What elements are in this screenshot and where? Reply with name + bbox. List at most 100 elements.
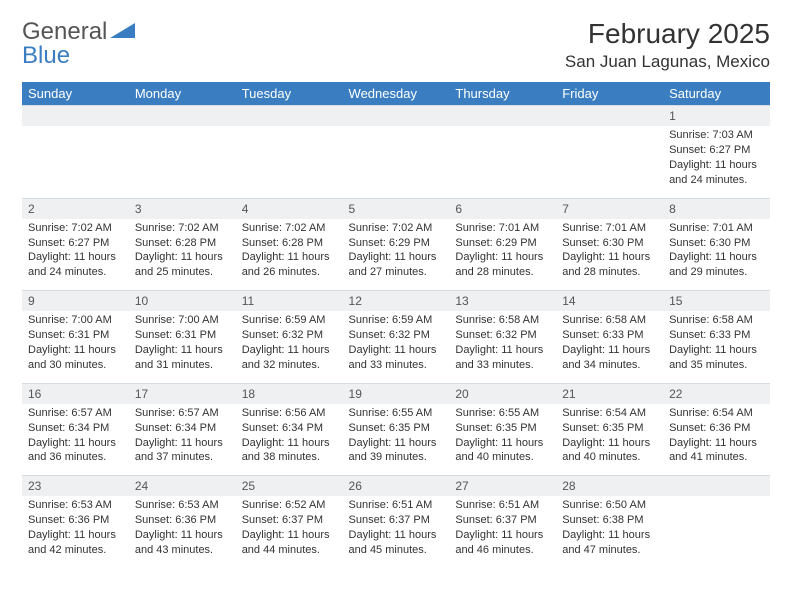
sunrise-line: Sunrise: 7:01 AM xyxy=(669,221,764,236)
day-detail-cell xyxy=(449,126,556,198)
sunrise-line: Sunrise: 7:02 AM xyxy=(349,221,444,236)
daylight-line: Daylight: 11 hours and 40 minutes. xyxy=(455,436,550,466)
daynum-row: 2345678 xyxy=(22,198,770,219)
day-number-cell: 19 xyxy=(343,383,450,404)
sunset-line: Sunset: 6:37 PM xyxy=(349,513,444,528)
sunset-line: Sunset: 6:37 PM xyxy=(242,513,337,528)
day-number-cell: 13 xyxy=(449,291,556,312)
day-detail-cell: Sunrise: 7:02 AMSunset: 6:28 PMDaylight:… xyxy=(236,219,343,291)
daylight-line: Daylight: 11 hours and 24 minutes. xyxy=(28,250,123,280)
day-number-cell: 12 xyxy=(343,291,450,312)
day-detail-cell: Sunrise: 6:56 AMSunset: 6:34 PMDaylight:… xyxy=(236,404,343,476)
sunrise-line: Sunrise: 6:55 AM xyxy=(349,406,444,421)
sunrise-line: Sunrise: 7:00 AM xyxy=(135,313,230,328)
daynum-row: 1 xyxy=(22,106,770,127)
daylight-line: Daylight: 11 hours and 25 minutes. xyxy=(135,250,230,280)
sunset-line: Sunset: 6:34 PM xyxy=(135,421,230,436)
detail-row: Sunrise: 6:57 AMSunset: 6:34 PMDaylight:… xyxy=(22,404,770,476)
day-detail-cell: Sunrise: 6:55 AMSunset: 6:35 PMDaylight:… xyxy=(343,404,450,476)
daynum-row: 232425262728 xyxy=(22,476,770,497)
sunset-line: Sunset: 6:34 PM xyxy=(242,421,337,436)
day-number-cell xyxy=(236,106,343,127)
daylight-line: Daylight: 11 hours and 44 minutes. xyxy=(242,528,337,558)
day-number-cell: 3 xyxy=(129,198,236,219)
day-number-cell: 8 xyxy=(663,198,770,219)
day-number-cell: 25 xyxy=(236,476,343,497)
day-number-cell xyxy=(663,476,770,497)
sunset-line: Sunset: 6:36 PM xyxy=(135,513,230,528)
sunset-line: Sunset: 6:36 PM xyxy=(28,513,123,528)
daylight-line: Daylight: 11 hours and 33 minutes. xyxy=(349,343,444,373)
sunrise-line: Sunrise: 6:54 AM xyxy=(669,406,764,421)
sunrise-line: Sunrise: 6:57 AM xyxy=(135,406,230,421)
day-detail-cell: Sunrise: 6:53 AMSunset: 6:36 PMDaylight:… xyxy=(22,496,129,567)
day-number-cell: 14 xyxy=(556,291,663,312)
day-detail-cell: Sunrise: 6:51 AMSunset: 6:37 PMDaylight:… xyxy=(343,496,450,567)
day-number-cell: 1 xyxy=(663,106,770,127)
sunrise-line: Sunrise: 6:51 AM xyxy=(455,498,550,513)
sunset-line: Sunset: 6:30 PM xyxy=(669,236,764,251)
daylight-line: Daylight: 11 hours and 32 minutes. xyxy=(242,343,337,373)
col-sunday: Sunday xyxy=(22,82,129,106)
sunset-line: Sunset: 6:30 PM xyxy=(562,236,657,251)
sunrise-line: Sunrise: 6:52 AM xyxy=(242,498,337,513)
sunset-line: Sunset: 6:34 PM xyxy=(28,421,123,436)
day-detail-cell xyxy=(343,126,450,198)
daylight-line: Daylight: 11 hours and 36 minutes. xyxy=(28,436,123,466)
daylight-line: Daylight: 11 hours and 47 minutes. xyxy=(562,528,657,558)
day-number-cell: 6 xyxy=(449,198,556,219)
day-number-cell xyxy=(22,106,129,127)
day-detail-cell xyxy=(663,496,770,567)
day-detail-cell: Sunrise: 6:50 AMSunset: 6:38 PMDaylight:… xyxy=(556,496,663,567)
day-number-cell xyxy=(449,106,556,127)
day-number-cell: 4 xyxy=(236,198,343,219)
header-row: Sunday Monday Tuesday Wednesday Thursday… xyxy=(22,82,770,106)
daylight-line: Daylight: 11 hours and 26 minutes. xyxy=(242,250,337,280)
day-number-cell: 10 xyxy=(129,291,236,312)
calendar-table: Sunday Monday Tuesday Wednesday Thursday… xyxy=(22,82,770,568)
sunset-line: Sunset: 6:38 PM xyxy=(562,513,657,528)
sunrise-line: Sunrise: 6:58 AM xyxy=(669,313,764,328)
day-number-cell: 27 xyxy=(449,476,556,497)
sunset-line: Sunset: 6:35 PM xyxy=(349,421,444,436)
sunset-line: Sunset: 6:27 PM xyxy=(28,236,123,251)
sunrise-line: Sunrise: 7:01 AM xyxy=(562,221,657,236)
sunrise-line: Sunrise: 6:50 AM xyxy=(562,498,657,513)
sunrise-line: Sunrise: 6:57 AM xyxy=(28,406,123,421)
day-detail-cell: Sunrise: 6:57 AMSunset: 6:34 PMDaylight:… xyxy=(129,404,236,476)
sunset-line: Sunset: 6:33 PM xyxy=(669,328,764,343)
sunrise-line: Sunrise: 7:00 AM xyxy=(28,313,123,328)
day-detail-cell: Sunrise: 7:02 AMSunset: 6:27 PMDaylight:… xyxy=(22,219,129,291)
daylight-line: Daylight: 11 hours and 27 minutes. xyxy=(349,250,444,280)
daylight-line: Daylight: 11 hours and 31 minutes. xyxy=(135,343,230,373)
day-number-cell: 2 xyxy=(22,198,129,219)
sunset-line: Sunset: 6:33 PM xyxy=(562,328,657,343)
day-detail-cell: Sunrise: 6:58 AMSunset: 6:33 PMDaylight:… xyxy=(556,311,663,383)
daylight-line: Daylight: 11 hours and 34 minutes. xyxy=(562,343,657,373)
sunset-line: Sunset: 6:31 PM xyxy=(135,328,230,343)
day-number-cell: 24 xyxy=(129,476,236,497)
daynum-row: 16171819202122 xyxy=(22,383,770,404)
col-saturday: Saturday xyxy=(663,82,770,106)
col-monday: Monday xyxy=(129,82,236,106)
day-number-cell: 5 xyxy=(343,198,450,219)
sunset-line: Sunset: 6:37 PM xyxy=(455,513,550,528)
sunset-line: Sunset: 6:32 PM xyxy=(349,328,444,343)
day-detail-cell: Sunrise: 7:03 AMSunset: 6:27 PMDaylight:… xyxy=(663,126,770,198)
sunrise-line: Sunrise: 7:02 AM xyxy=(28,221,123,236)
daylight-line: Daylight: 11 hours and 43 minutes. xyxy=(135,528,230,558)
sunrise-line: Sunrise: 6:58 AM xyxy=(455,313,550,328)
day-number-cell: 17 xyxy=(129,383,236,404)
sunrise-line: Sunrise: 6:59 AM xyxy=(349,313,444,328)
day-detail-cell: Sunrise: 6:58 AMSunset: 6:33 PMDaylight:… xyxy=(663,311,770,383)
daylight-line: Daylight: 11 hours and 30 minutes. xyxy=(28,343,123,373)
day-detail-cell: Sunrise: 7:02 AMSunset: 6:28 PMDaylight:… xyxy=(129,219,236,291)
day-detail-cell xyxy=(22,126,129,198)
day-detail-cell: Sunrise: 6:57 AMSunset: 6:34 PMDaylight:… xyxy=(22,404,129,476)
day-detail-cell: Sunrise: 7:01 AMSunset: 6:30 PMDaylight:… xyxy=(556,219,663,291)
sunset-line: Sunset: 6:27 PM xyxy=(669,143,764,158)
sunrise-line: Sunrise: 6:53 AM xyxy=(28,498,123,513)
day-detail-cell: Sunrise: 7:00 AMSunset: 6:31 PMDaylight:… xyxy=(22,311,129,383)
sunset-line: Sunset: 6:32 PM xyxy=(242,328,337,343)
sunrise-line: Sunrise: 7:03 AM xyxy=(669,128,764,143)
